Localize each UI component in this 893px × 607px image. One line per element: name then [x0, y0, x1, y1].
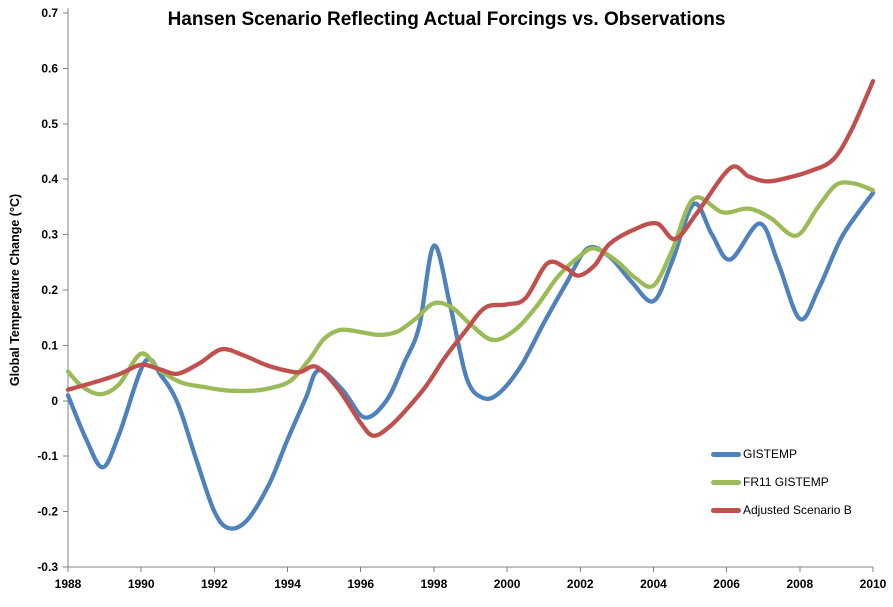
x-tick-label: 2006 — [713, 577, 740, 591]
y-tick-label: -0.1 — [37, 449, 58, 463]
legend-swatch-icon — [711, 451, 741, 457]
y-tick-label: 0.1 — [41, 338, 58, 352]
x-tick-label: 2002 — [567, 577, 594, 591]
legend-item-gistemp: GISTEMP — [711, 440, 852, 468]
y-tick-label: 0.2 — [41, 283, 58, 297]
legend: GISTEMP FR11 GISTEMP Adjusted Scenario B — [711, 440, 852, 524]
x-tick-label: 1996 — [347, 577, 374, 591]
x-tick-label: 1990 — [128, 577, 155, 591]
legend-label: Adjusted Scenario B — [743, 503, 852, 517]
y-tick-label: 0.4 — [41, 172, 58, 186]
y-tick-label: 0.5 — [41, 117, 58, 131]
legend-item-adjusted-scenario-b: Adjusted Scenario B — [711, 496, 852, 524]
axis-labels: 0.7 0.6 0.5 0.4 0.3 0.2 0.1 0 -0.1 -0.2 -0.3 1988 19… — [37, 6, 886, 591]
axes — [63, 8, 874, 572]
series-line-fr11-gistemp — [65, 180, 876, 397]
x-tick-label: 1988 — [55, 577, 82, 591]
legend-item-fr11-gistemp: FR11 GISTEMP — [711, 468, 852, 496]
legend-label: GISTEMP — [743, 447, 798, 461]
y-tick-label: -0.2 — [37, 505, 58, 519]
x-tick-label: 2004 — [640, 577, 667, 591]
x-tick-label: 2008 — [786, 577, 813, 591]
x-tick-label: 1998 — [421, 577, 448, 591]
x-tick-label: 2000 — [494, 577, 521, 591]
y-tick-label: 0.6 — [41, 61, 58, 75]
x-tick-label: 1992 — [201, 577, 228, 591]
x-tick-label: 2010 — [860, 577, 887, 591]
y-tick-label: -0.3 — [37, 560, 58, 574]
y-tick-label: 0.7 — [41, 6, 58, 20]
y-tick-label: 0.3 — [41, 228, 58, 242]
legend-swatch-icon — [711, 507, 741, 513]
x-tick-label: 1994 — [274, 577, 301, 591]
series-line-adjusted-scenario-b — [65, 78, 876, 438]
y-axis-title: Global Temperature Change (°C) — [8, 193, 22, 387]
legend-swatch-icon — [711, 479, 741, 485]
y-tick-label: 0 — [51, 394, 58, 408]
chart-title: Hansen Scenario Reflecting Actual Forcin… — [167, 9, 726, 30]
legend-label: FR11 GISTEMP — [743, 475, 829, 489]
